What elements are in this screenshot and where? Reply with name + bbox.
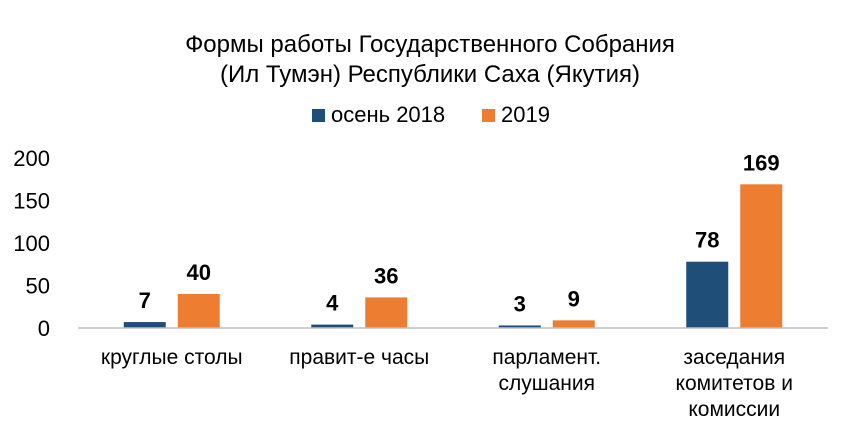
legend-label-autumn-2018: осень 2018 — [331, 102, 445, 127]
legend-swatch-2019 — [482, 109, 495, 122]
bar — [311, 324, 354, 328]
y-tick-label: 50 — [26, 274, 50, 299]
bar — [177, 294, 220, 328]
bar — [740, 184, 783, 328]
y-tick-label: 100 — [13, 231, 50, 256]
bar — [552, 320, 595, 328]
y-axis: 0 50 100 150 200 — [13, 146, 50, 341]
data-label: 36 — [374, 263, 398, 288]
bar — [123, 322, 166, 328]
legend: осень 2018 2019 — [312, 102, 550, 127]
data-label: 9 — [568, 286, 580, 311]
bar — [686, 261, 729, 328]
data-label: 169 — [743, 150, 780, 175]
bars — [123, 184, 783, 328]
bar — [498, 325, 541, 328]
category-label: парламент. — [492, 346, 601, 369]
bar — [365, 297, 408, 328]
chart-title-line-1: Формы работы Государственного Собрания — [185, 31, 675, 58]
data-label: 78 — [695, 228, 719, 253]
category-label: слушания — [499, 372, 595, 395]
category-labels: круглые столы правит-е часы парламент. слуш… — [101, 346, 793, 421]
data-label: 40 — [187, 260, 211, 285]
chart-title: Формы работы Государственного Собрания (… — [185, 31, 675, 88]
category-label: правит-е часы — [289, 346, 429, 369]
data-label: 4 — [326, 291, 339, 316]
data-labels: 7 40 4 36 3 9 78 169 — [139, 150, 780, 316]
legend-swatch-autumn-2018 — [312, 109, 325, 122]
y-tick-label: 0 — [38, 316, 50, 341]
category-label: заседания — [683, 346, 785, 369]
category-label: комиссии — [688, 398, 780, 421]
data-label: 7 — [139, 288, 151, 313]
y-tick-label: 150 — [13, 189, 50, 214]
legend-label-2019: 2019 — [501, 102, 550, 127]
data-label: 3 — [514, 291, 526, 316]
y-tick-label: 200 — [13, 146, 50, 171]
chart-title-line-2: (Ил Тумэн) Республики Саха (Якутия) — [220, 61, 640, 88]
category-label: круглые столы — [101, 346, 243, 369]
category-label: комитетов и — [676, 372, 793, 395]
